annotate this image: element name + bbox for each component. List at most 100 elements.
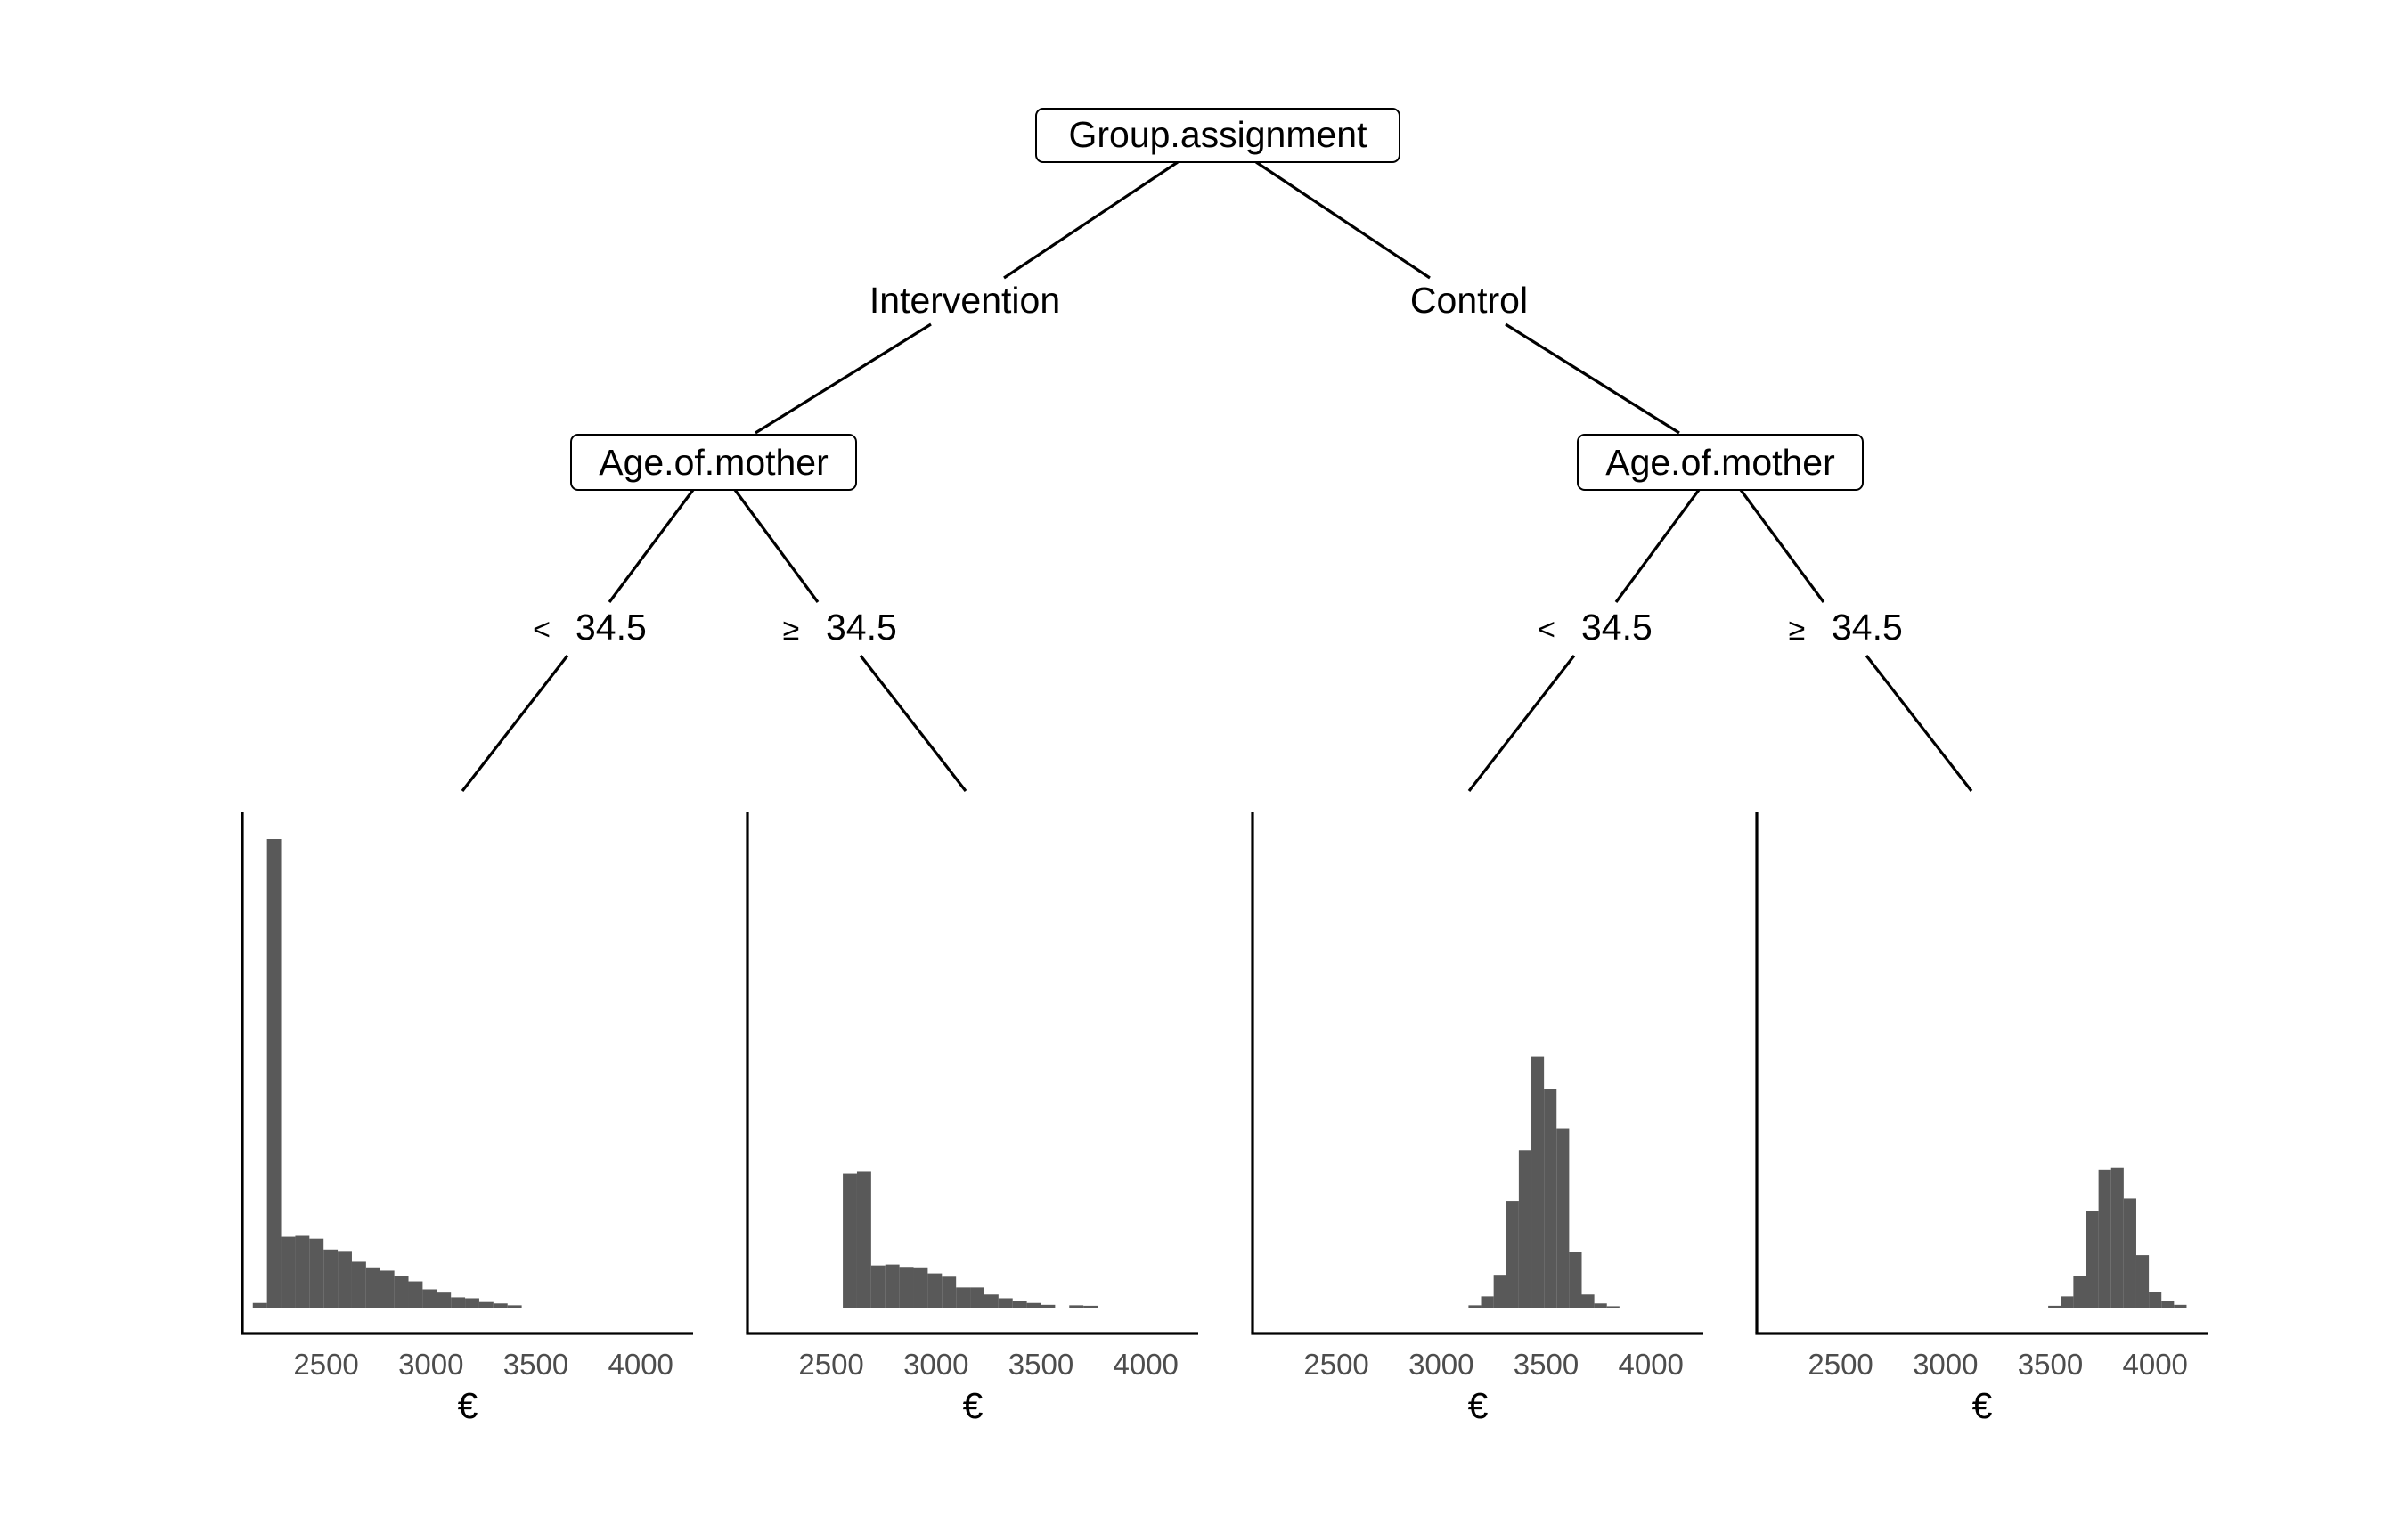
x-tick-label: 4000 — [1618, 1348, 1683, 1381]
x-tick-label: 3000 — [1408, 1348, 1473, 1381]
histogram-bar — [1083, 1305, 1098, 1308]
tree-node-right: Age.of.mother — [1577, 434, 1864, 491]
x-axis-title: € — [1972, 1385, 1993, 1426]
histogram-bar — [2048, 1305, 2061, 1308]
histogram-bar — [1606, 1306, 1620, 1308]
edge-root-left-lower — [755, 322, 932, 435]
histogram-bar — [913, 1267, 928, 1308]
split-value: 34.5 — [1832, 607, 1903, 648]
histogram-bar — [507, 1305, 522, 1308]
split-label-left-ge: ≥ 34.5 — [783, 607, 897, 648]
histogram-bar — [252, 1302, 267, 1308]
histogram-bar — [2149, 1292, 2162, 1308]
histogram-bar — [1581, 1294, 1595, 1308]
edge-root-right-upper — [1255, 160, 1431, 280]
histogram-bar — [2086, 1211, 2099, 1308]
histogram-bar — [927, 1273, 943, 1308]
histogram-panel-control-ge: 2500 3000 3500 4000 € — [1755, 812, 2208, 1426]
x-axis-title: € — [458, 1385, 478, 1426]
edge-left-ge-upper — [733, 489, 820, 603]
histogram-bar — [1481, 1296, 1494, 1308]
edge-right-lt-lower — [1467, 655, 1576, 792]
edge-label-control: Control — [1410, 280, 1528, 321]
histogram-bar — [1594, 1303, 1607, 1308]
histogram-bar — [437, 1292, 452, 1308]
histogram-bar — [2123, 1198, 2136, 1308]
x-tick-label: 4000 — [1113, 1348, 1178, 1381]
histogram-bar — [856, 1171, 871, 1308]
histogram-bar — [1026, 1302, 1041, 1308]
histogram-bar — [1468, 1305, 1482, 1308]
split-label-right-lt: < 34.5 — [1538, 607, 1653, 648]
split-symbol: < — [1538, 613, 1555, 647]
histogram-bar — [451, 1297, 466, 1308]
split-label-right-ge: ≥ 34.5 — [1789, 607, 1903, 648]
x-tick-label: 3000 — [398, 1348, 463, 1381]
histogram-bar — [2098, 1169, 2111, 1308]
histogram-bar — [380, 1270, 395, 1308]
split-label-left-lt: < 34.5 — [533, 607, 647, 648]
edge-left-lt-upper — [608, 489, 695, 603]
histogram-panel-intervention-lt: 2500 3000 3500 4000 € — [241, 812, 693, 1426]
histogram-bar — [1012, 1301, 1027, 1308]
histogram-bar — [2110, 1167, 2124, 1308]
histogram-bar — [1493, 1275, 1506, 1308]
histogram-bar — [295, 1235, 310, 1308]
histogram-bar — [870, 1265, 886, 1308]
histogram-bar — [465, 1298, 479, 1308]
edge-label-intervention: Intervention — [869, 280, 1060, 321]
histogram-panel-intervention-ge: 2500 3000 3500 4000 € — [746, 812, 1198, 1426]
histogram-bar — [1041, 1304, 1056, 1308]
histogram-bar — [885, 1264, 900, 1308]
histogram-bar — [956, 1287, 971, 1308]
histogram-bar — [843, 1173, 857, 1308]
edge-root-right-lower — [1505, 322, 1680, 435]
x-tick-label: 3000 — [903, 1348, 968, 1381]
histogram-bar — [2073, 1276, 2086, 1308]
histogram-bar — [1544, 1089, 1557, 1308]
histogram-bar — [998, 1298, 1013, 1308]
x-tick-label: 3500 — [2018, 1348, 2083, 1381]
x-tick-label: 3500 — [503, 1348, 568, 1381]
histogram-bar — [899, 1267, 914, 1308]
histogram-bar — [1518, 1150, 1532, 1308]
histogram-bar — [478, 1301, 494, 1308]
histogram-bar — [2061, 1296, 2074, 1308]
split-value: 34.5 — [826, 607, 897, 648]
histogram-bar — [970, 1287, 984, 1308]
histogram-bar — [309, 1238, 324, 1308]
node-box — [1035, 108, 1400, 163]
histogram-bar — [942, 1276, 957, 1308]
split-symbol: < — [533, 613, 551, 647]
edge-root-left-upper — [1003, 160, 1179, 280]
edge-left-ge-lower — [859, 655, 967, 792]
x-tick-label: 2500 — [798, 1348, 863, 1381]
histogram-bar — [1569, 1252, 1582, 1308]
tree-node-left: Age.of.mother — [570, 434, 857, 491]
node-label: Age.of.mother — [1605, 442, 1835, 483]
histogram-bar — [1531, 1056, 1545, 1308]
x-tick-label: 2500 — [293, 1348, 358, 1381]
split-symbol: ≥ — [1789, 613, 1806, 647]
edge-right-lt-upper — [1614, 489, 1701, 603]
histogram-panel-control-lt: 2500 3000 3500 4000 € — [1251, 812, 1703, 1426]
histogram-bar — [408, 1281, 423, 1308]
edge-left-lt-lower — [461, 655, 569, 792]
histogram-bar — [1069, 1305, 1084, 1308]
split-value: 34.5 — [1581, 607, 1653, 648]
x-tick-label: 3500 — [1008, 1348, 1073, 1381]
x-tick-label: 2500 — [1303, 1348, 1368, 1381]
histogram-bar — [394, 1276, 409, 1308]
histogram-bar — [422, 1289, 437, 1308]
node-label: Age.of.mother — [599, 442, 829, 483]
x-axis-title: € — [1468, 1385, 1489, 1426]
histogram-bar — [2161, 1301, 2175, 1308]
x-tick-label: 4000 — [2122, 1348, 2187, 1381]
histogram-bar — [493, 1303, 508, 1308]
node-box — [570, 434, 857, 491]
x-tick-label: 2500 — [1808, 1348, 1873, 1381]
histogram-bar — [266, 839, 282, 1308]
split-value: 34.5 — [575, 607, 647, 648]
tree-edges — [461, 160, 1973, 792]
